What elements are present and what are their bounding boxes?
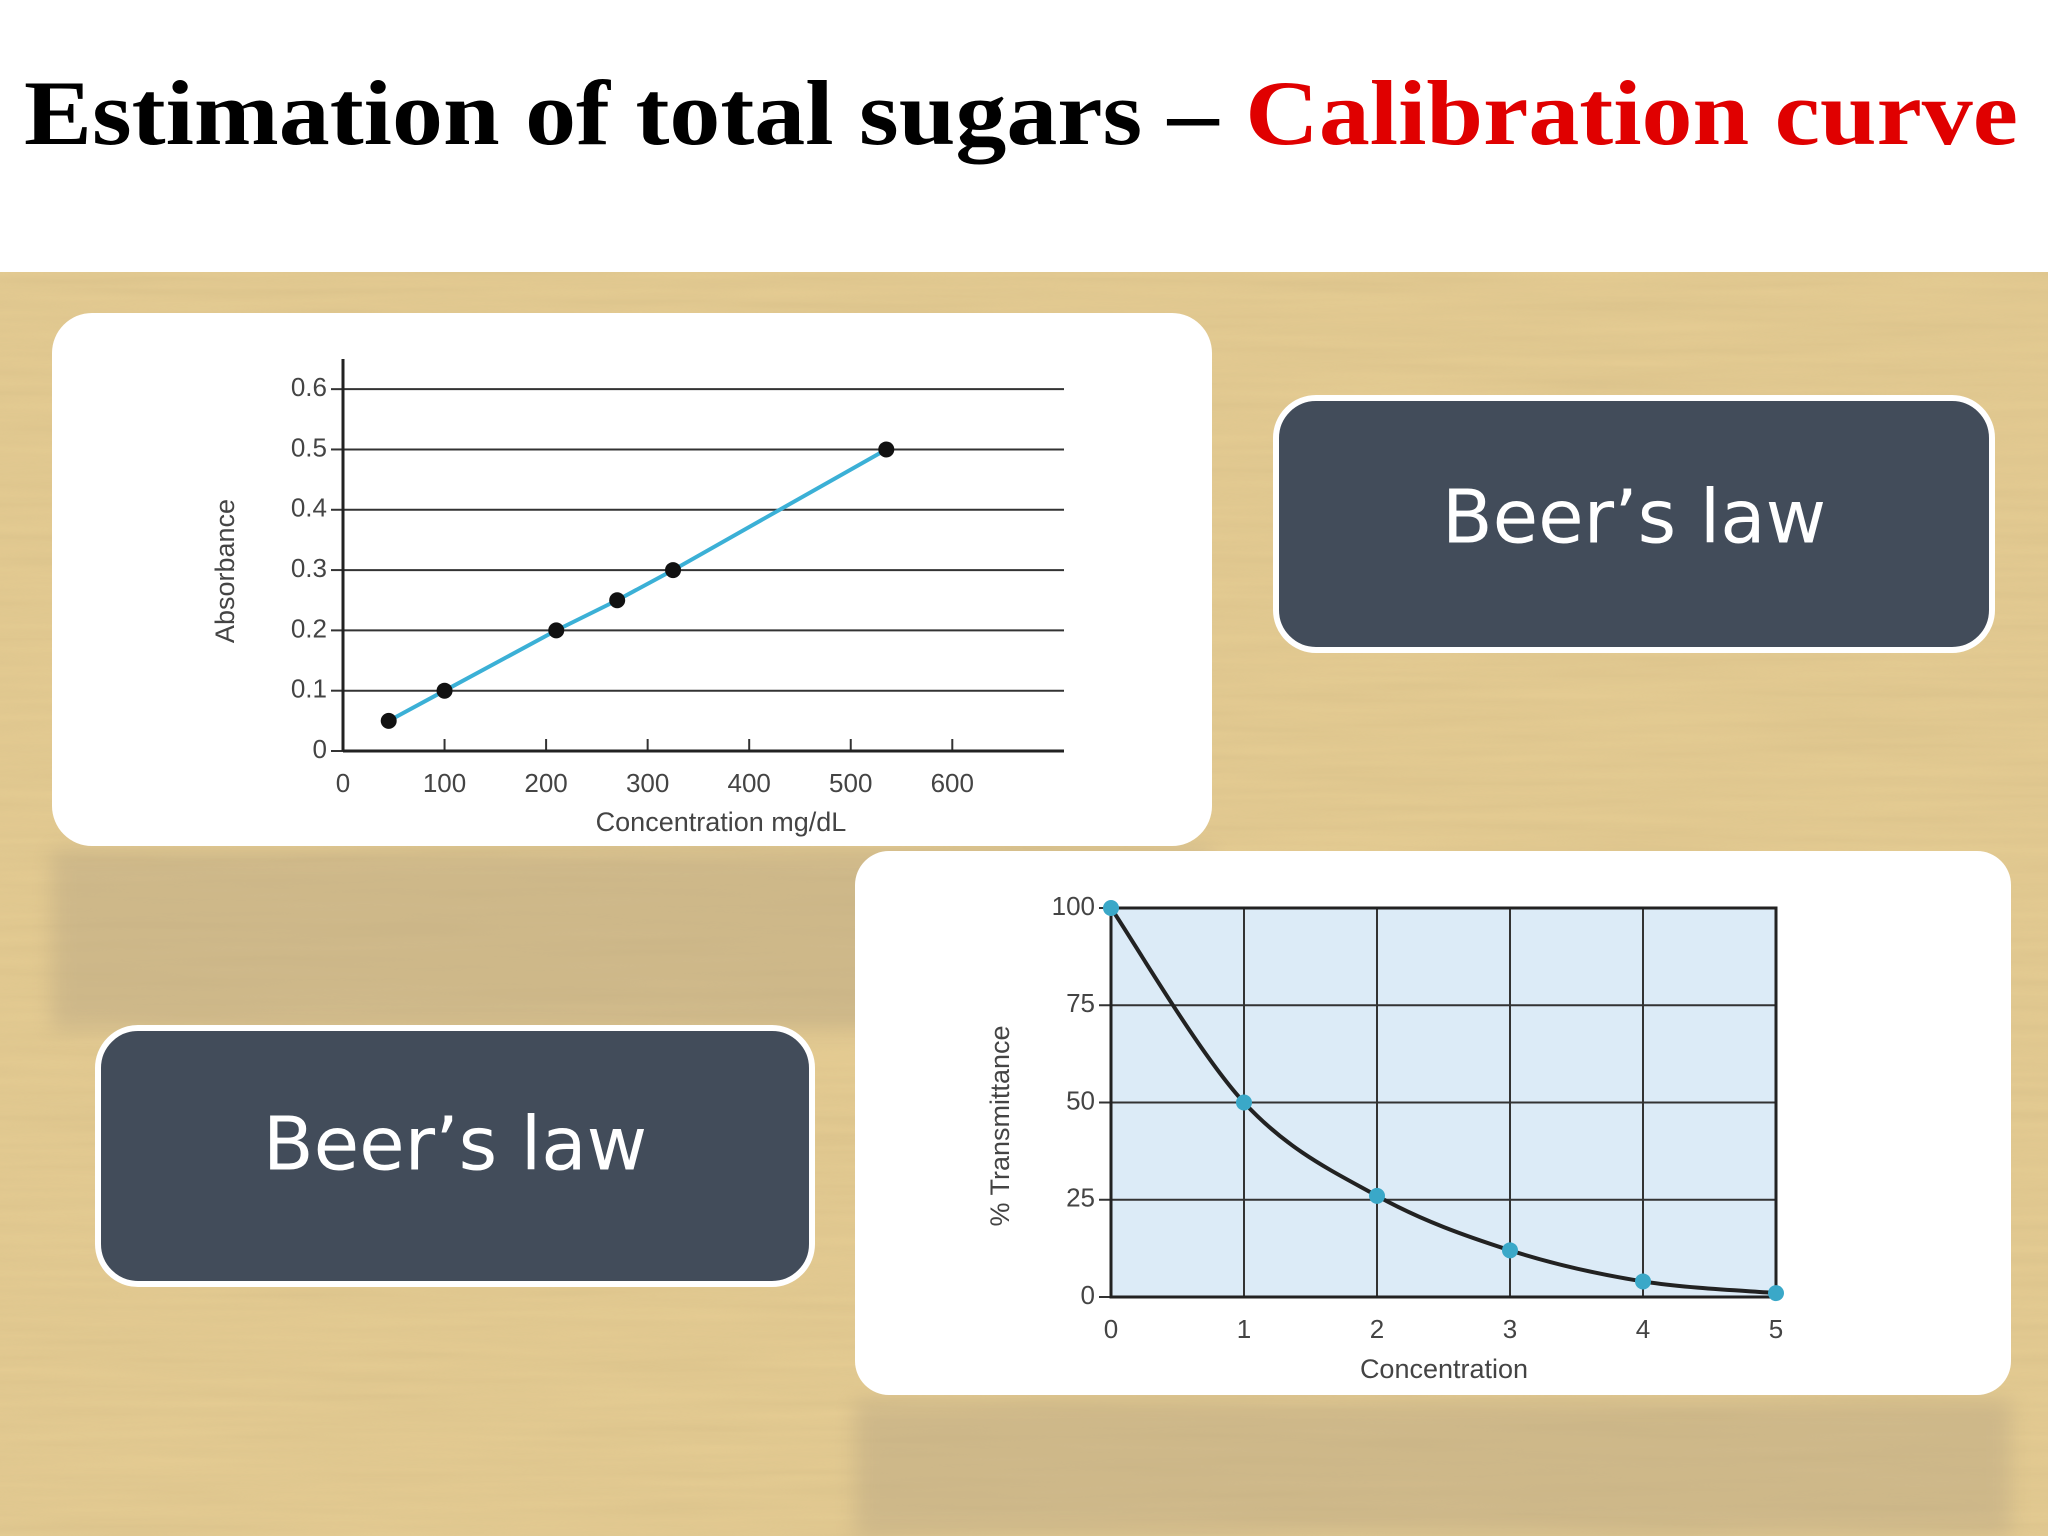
data-point [1369, 1187, 1385, 1204]
callout-box [95, 1025, 815, 1287]
data-point [1502, 1242, 1518, 1259]
callout-box [1273, 395, 1995, 653]
x-tick-label: 0 [1104, 1314, 1118, 1344]
x-axis-label: Concentration [1360, 1354, 1528, 1384]
data-point [665, 562, 682, 579]
callout-text: Beer’s law [1442, 475, 1826, 561]
data-point [436, 682, 453, 699]
y-tick-label: 0.2 [291, 613, 327, 643]
y-tick-label: 25 [1066, 1183, 1095, 1213]
y-tick-label: 0.4 [291, 493, 327, 523]
data-point [1635, 1273, 1651, 1290]
data-point [380, 712, 397, 729]
data-line [387, 447, 888, 723]
title-main: Estimation of total sugars – [24, 62, 1220, 164]
callout-text: Beer’s law [263, 1102, 647, 1188]
y-tick-label: 75 [1066, 988, 1095, 1018]
x-tick-label: 2 [1370, 1314, 1384, 1344]
y-axis-label: % Transmittance [985, 1025, 1015, 1226]
x-tick-label: 600 [931, 768, 974, 798]
y-tick-label: 0 [313, 734, 327, 764]
data-point [1103, 900, 1119, 916]
data-point [548, 622, 565, 639]
x-tick-label: 0 [336, 768, 350, 798]
y-tick-label: 0.1 [291, 674, 327, 704]
x-tick-label: 300 [626, 768, 669, 798]
x-tick-label: 3 [1503, 1314, 1517, 1344]
y-tick-label: 50 [1066, 1085, 1095, 1115]
plot-border [1109, 906, 1778, 1299]
y-tick-label: 0 [1081, 1280, 1095, 1310]
data-point [1236, 1094, 1252, 1111]
data-point [1768, 1285, 1784, 1302]
x-tick-label: 4 [1636, 1314, 1650, 1344]
y-tick-label: 0.5 [291, 432, 327, 462]
slide-title: Estimation of total sugars – Calibration … [24, 62, 2018, 164]
x-tick-label: 400 [728, 768, 771, 798]
x-tick-label: 5 [1769, 1314, 1783, 1344]
y-tick-label: 0.3 [291, 553, 327, 583]
x-tick-label: 100 [423, 768, 466, 798]
x-tick-label: 500 [829, 768, 872, 798]
y-tick-label: 100 [1052, 891, 1095, 921]
x-tick-label: 200 [524, 768, 567, 798]
y-axis-label: Absorbance [210, 499, 240, 643]
x-tick-label: 1 [1237, 1314, 1251, 1344]
y-tick-label: 0.6 [291, 372, 327, 402]
data-point [878, 441, 895, 458]
x-axis-label: Concentration mg/dL [596, 807, 847, 837]
shadow [855, 1400, 2011, 1536]
data-point [609, 592, 626, 609]
title-highlight: Calibration curve [1245, 62, 2018, 164]
